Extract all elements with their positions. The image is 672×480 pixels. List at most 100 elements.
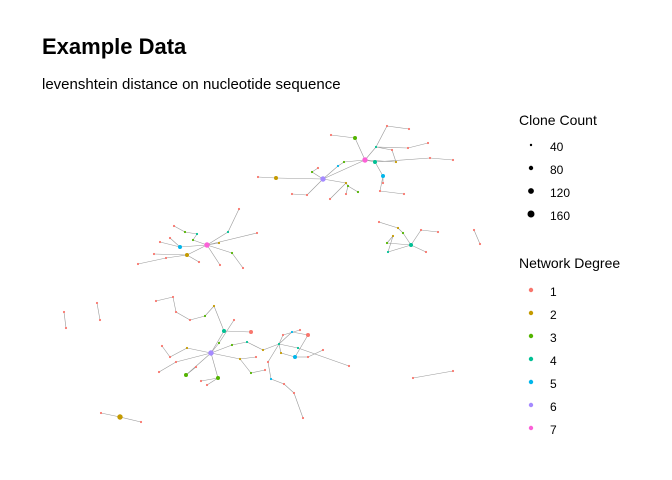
network-node	[290, 330, 294, 334]
network-node	[139, 420, 143, 424]
network-node	[381, 181, 385, 185]
network-node	[282, 382, 286, 386]
network-node	[305, 193, 309, 197]
network-node	[117, 414, 123, 420]
network-degree-legend-label: 5	[550, 377, 557, 391]
network-edge	[169, 347, 188, 358]
network-degree-legend-title: Network Degree	[519, 255, 621, 271]
network-edge	[330, 134, 356, 139]
network-node	[216, 376, 220, 380]
network-node	[344, 181, 348, 185]
network-edge	[165, 254, 188, 259]
network-edge	[206, 377, 219, 386]
network-edge	[429, 157, 454, 161]
network-edge	[293, 392, 304, 419]
network-degree-legend-label: 6	[550, 400, 557, 414]
network-node	[249, 330, 253, 334]
network-degree-legend-label: 2	[550, 308, 557, 322]
network-node	[174, 360, 178, 364]
network-edge	[378, 221, 399, 229]
network-node	[98, 318, 102, 322]
clone-count-legend-item: 160	[519, 206, 639, 226]
network-edge	[185, 366, 197, 376]
network-edge	[307, 349, 324, 358]
network-node	[362, 157, 368, 163]
network-edge	[257, 176, 277, 179]
network-edge	[210, 344, 233, 354]
network-node	[62, 310, 66, 314]
clone-count-legend-label: 160	[550, 209, 571, 223]
network-node	[222, 329, 226, 333]
network-edge	[386, 125, 410, 130]
network-node	[152, 252, 156, 256]
network-edge	[278, 331, 293, 345]
network-node	[205, 383, 209, 387]
network-node	[217, 341, 221, 345]
network-edge	[96, 302, 101, 321]
network-node	[191, 238, 195, 242]
network-edge	[206, 231, 229, 246]
network-degree-legend-item: 2	[519, 305, 639, 325]
network-node	[154, 299, 158, 303]
network-edge	[364, 159, 397, 163]
network-node	[290, 192, 294, 196]
network-edge	[280, 352, 296, 358]
network-node	[208, 350, 214, 356]
network-node	[254, 355, 258, 359]
network-edge	[375, 125, 388, 148]
network-node	[374, 145, 378, 149]
clone-count-legend-item: 40	[519, 137, 639, 157]
network-edge	[246, 341, 264, 351]
network-edge	[179, 244, 208, 248]
network-edge	[250, 369, 266, 374]
network-node	[178, 245, 182, 249]
network-edge	[184, 231, 198, 235]
network-node	[218, 263, 222, 267]
clone-count-legend-item: 120	[519, 183, 639, 203]
network-edge	[227, 208, 240, 233]
network-node	[436, 230, 440, 234]
network-edge	[169, 237, 181, 248]
network-edge	[206, 244, 233, 254]
network-edge	[322, 159, 366, 180]
network-node	[245, 340, 249, 344]
network-edge	[155, 296, 174, 302]
network-node	[406, 146, 410, 150]
network-node	[385, 124, 389, 128]
network-node	[472, 228, 476, 232]
network-node	[385, 241, 389, 245]
network-edge	[175, 311, 191, 321]
network-node	[158, 240, 162, 244]
network-node	[230, 343, 234, 347]
network-node	[320, 176, 326, 182]
network-edge	[100, 412, 121, 418]
network-edge	[374, 161, 384, 177]
network-node	[451, 369, 455, 373]
network-edge	[297, 347, 350, 367]
network-degree-legend-item: 7	[519, 420, 639, 440]
network-edge	[473, 229, 481, 245]
network-edge	[291, 331, 309, 336]
network-edge	[375, 146, 393, 151]
network-node	[217, 241, 221, 245]
network-node	[136, 262, 140, 266]
network-edge	[391, 149, 397, 163]
network-edge	[262, 343, 280, 351]
network-edge	[354, 137, 366, 161]
network-edge	[364, 146, 377, 161]
degree-key-dot	[528, 310, 534, 316]
network-node	[172, 224, 176, 228]
network-node	[195, 232, 199, 236]
network-node	[168, 355, 172, 359]
network-node	[184, 373, 188, 377]
network-node	[373, 160, 377, 164]
network-node	[329, 133, 333, 137]
network-node	[306, 333, 310, 337]
network-node	[256, 175, 260, 179]
network-node	[377, 220, 381, 224]
degree-key-dot	[528, 425, 534, 431]
network-degree-legend-item: 6	[519, 397, 639, 417]
plot-subtitle: levenshtein distance on nucleotide seque…	[42, 76, 341, 93]
network-node	[293, 355, 297, 359]
network-degree-legend-item: 3	[519, 328, 639, 348]
